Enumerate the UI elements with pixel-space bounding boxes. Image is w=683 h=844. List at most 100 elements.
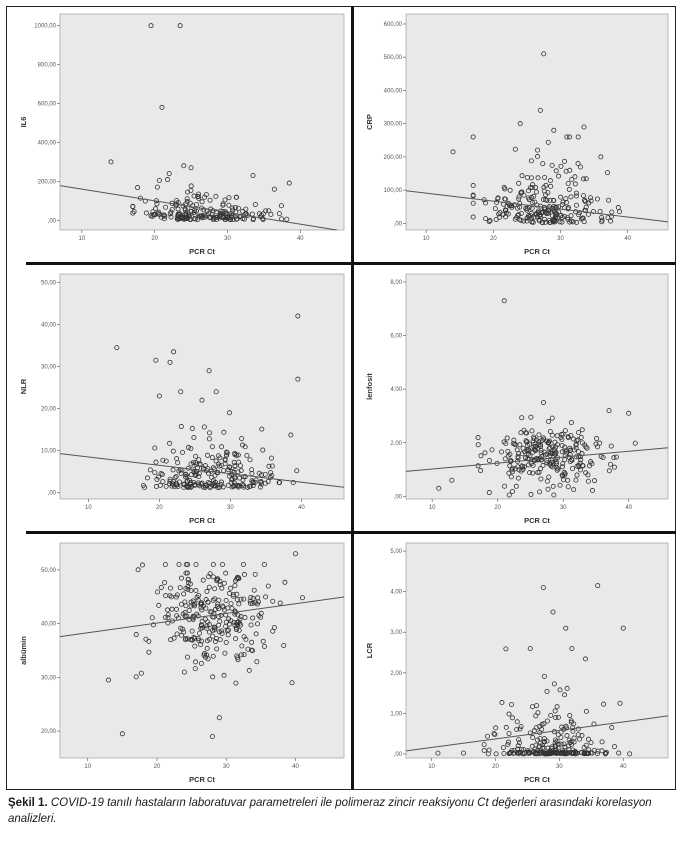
data-point xyxy=(553,168,559,174)
data-point xyxy=(152,445,158,451)
data-point xyxy=(519,190,525,196)
data-point xyxy=(199,397,205,403)
x-tick-label: 30 xyxy=(224,236,231,242)
data-point xyxy=(573,202,579,208)
y-tick-label: 300,00 xyxy=(384,122,403,128)
data-point xyxy=(567,167,573,173)
data-point xyxy=(228,585,234,591)
data-point xyxy=(547,197,553,203)
scatter-panel-lenfosit: ,00 2,00 4,00 6,00 8,00 10 20 30 40 PCR Ct lenfosi… xyxy=(365,273,669,525)
data-point xyxy=(210,597,216,603)
data-point xyxy=(196,592,202,598)
data-point xyxy=(539,220,545,226)
data-point xyxy=(599,748,605,754)
x-tick-label: 20 xyxy=(494,505,501,511)
data-point xyxy=(574,472,580,478)
x-tick-label: 30 xyxy=(560,505,567,511)
data-point xyxy=(168,594,174,600)
data-point xyxy=(186,607,192,613)
data-point xyxy=(509,204,515,210)
data-point xyxy=(519,415,525,421)
points-group xyxy=(108,23,292,223)
data-point xyxy=(165,615,171,621)
data-point xyxy=(627,751,633,757)
data-point xyxy=(590,208,596,214)
data-point xyxy=(187,200,193,206)
data-point xyxy=(546,419,552,425)
data-point xyxy=(226,202,232,208)
data-point xyxy=(527,730,533,736)
data-point xyxy=(528,158,534,164)
data-point xyxy=(547,445,553,451)
data-point xyxy=(534,446,540,452)
data-point xyxy=(143,210,149,216)
data-point xyxy=(158,470,164,476)
data-point xyxy=(563,168,569,174)
data-point xyxy=(509,715,515,721)
data-point xyxy=(176,561,182,567)
data-point xyxy=(173,474,179,480)
plot-area xyxy=(405,13,669,231)
data-point xyxy=(188,472,194,478)
y-tick-label: 50,00 xyxy=(41,280,57,286)
data-point xyxy=(499,700,505,706)
data-point xyxy=(475,463,481,469)
data-point xyxy=(195,613,201,619)
y-tick-label: 40,00 xyxy=(41,322,57,328)
data-point xyxy=(193,659,199,665)
data-point xyxy=(577,736,583,742)
data-point xyxy=(554,704,560,710)
data-point xyxy=(205,452,211,458)
data-point xyxy=(177,23,183,29)
data-point xyxy=(582,656,588,662)
data-point xyxy=(168,214,174,220)
data-point xyxy=(260,216,266,222)
data-point xyxy=(204,625,210,631)
data-point xyxy=(257,484,263,490)
data-point xyxy=(195,480,201,486)
data-point xyxy=(135,185,141,191)
data-point xyxy=(237,475,243,481)
data-point xyxy=(167,585,173,591)
data-point xyxy=(540,435,546,441)
data-point xyxy=(209,444,215,450)
x-tick-label: 10 xyxy=(79,236,86,242)
data-point xyxy=(178,424,184,430)
data-point xyxy=(503,208,509,214)
data-point xyxy=(155,210,161,216)
data-point xyxy=(572,174,578,180)
y-tick-label: 600,00 xyxy=(384,22,403,28)
data-point xyxy=(278,203,284,209)
y-tick-label: ,00 xyxy=(394,494,403,500)
data-point xyxy=(559,219,565,225)
x-tick-label: 40 xyxy=(298,505,305,511)
data-point xyxy=(218,612,224,618)
data-point xyxy=(166,171,172,177)
data-point xyxy=(583,742,589,748)
data-point xyxy=(232,205,238,211)
data-point xyxy=(558,734,564,740)
data-point xyxy=(185,485,191,491)
data-point xyxy=(193,453,199,459)
data-point xyxy=(192,216,198,222)
data-point xyxy=(573,442,579,448)
data-point xyxy=(547,428,553,434)
data-point xyxy=(186,211,192,217)
data-point xyxy=(493,725,499,731)
data-point xyxy=(482,200,488,206)
data-point xyxy=(262,471,268,477)
data-point xyxy=(541,51,547,57)
data-point xyxy=(483,216,489,222)
data-point xyxy=(238,596,244,602)
data-point xyxy=(268,455,274,461)
data-point xyxy=(194,202,200,208)
data-point xyxy=(575,732,581,738)
data-point xyxy=(180,626,186,632)
data-point xyxy=(188,587,194,593)
data-point xyxy=(535,147,541,153)
data-point xyxy=(174,631,180,637)
data-point xyxy=(156,209,162,215)
data-point xyxy=(470,214,476,220)
data-point xyxy=(529,704,535,710)
data-point xyxy=(170,467,176,473)
